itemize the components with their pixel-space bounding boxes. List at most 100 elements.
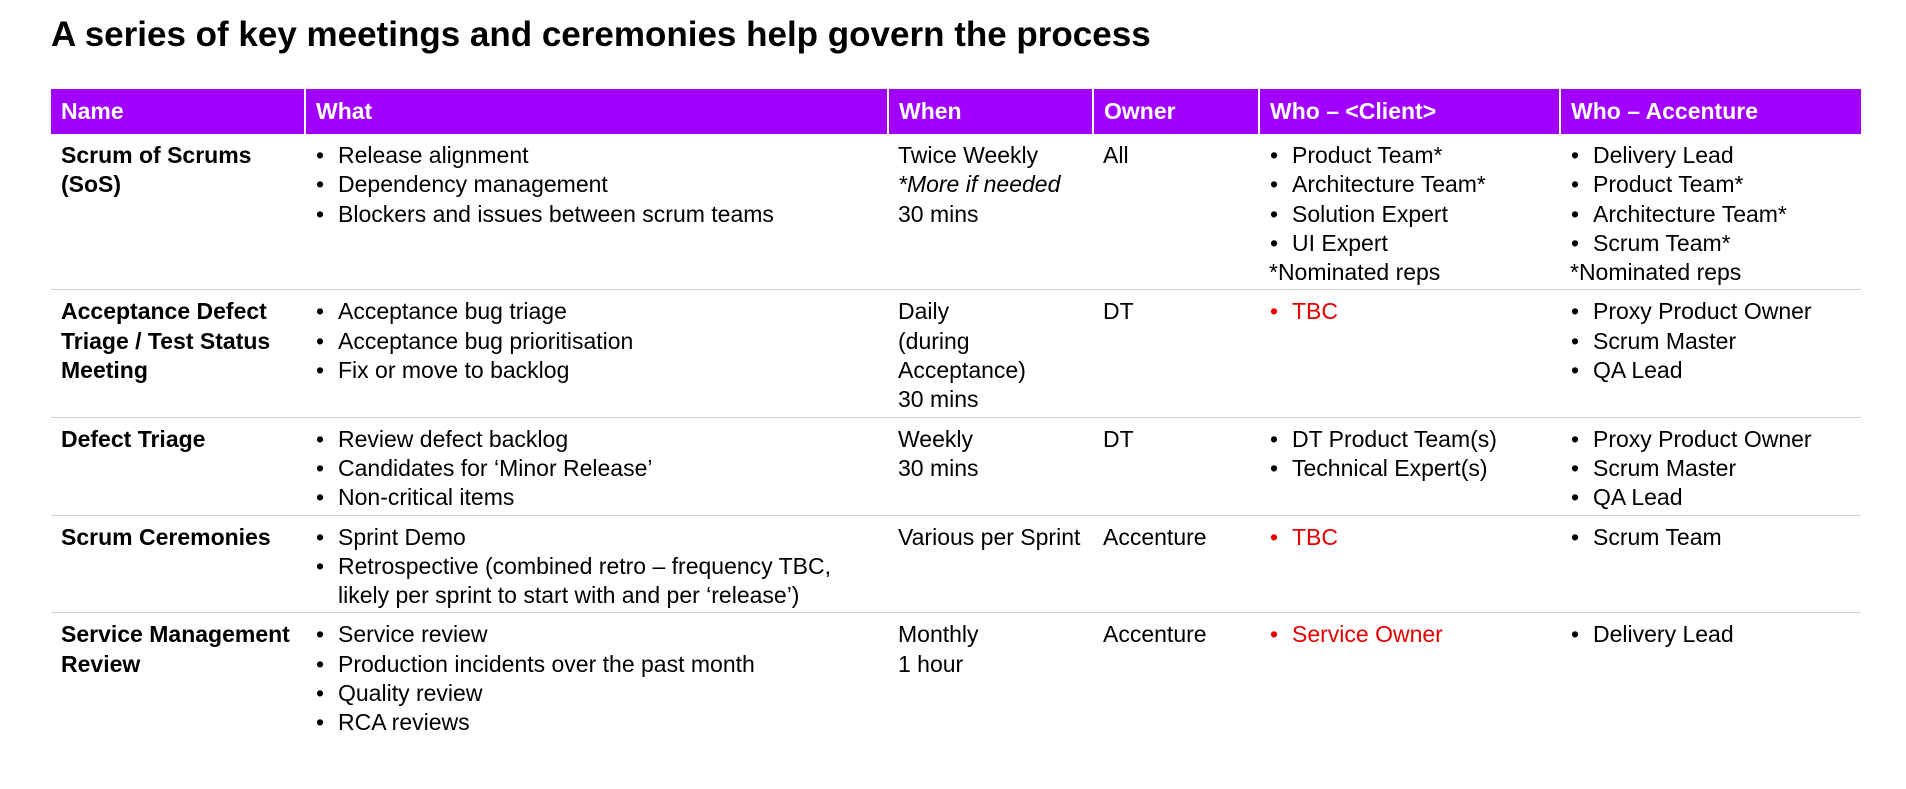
meetings-table: Name What When Owner Who – <Client> Who … — [51, 89, 1861, 740]
owner-cell: All — [1093, 134, 1259, 290]
list-item: Release alignment — [315, 141, 878, 170]
who-accenture-cell: Proxy Product Owner Scrum Master QA Lead — [1560, 290, 1861, 417]
list-item: UI Expert — [1269, 229, 1550, 258]
when-cell: Daily (during Acceptance) 30 mins — [888, 290, 1093, 417]
owner-cell: Accenture — [1093, 515, 1259, 613]
header-when: When — [888, 89, 1093, 134]
who-client-cell: TBC — [1259, 290, 1560, 417]
who-accenture-list: Delivery Lead — [1570, 620, 1851, 649]
list-item: Quality review — [315, 679, 878, 708]
slide-title: A series of key meetings and ceremonies … — [51, 10, 1151, 60]
what-list: Sprint Demo Retrospective (combined retr… — [315, 523, 878, 611]
list-item: Scrum Team — [1570, 523, 1851, 552]
who-client-cell: Service Owner — [1259, 613, 1560, 740]
what-cell: Sprint Demo Retrospective (combined retr… — [305, 515, 888, 613]
list-item: Service review — [315, 620, 878, 649]
owner-cell: DT — [1093, 290, 1259, 417]
who-client-list: Product Team* Architecture Team* Solutio… — [1269, 141, 1550, 258]
what-cell: Service review Production incidents over… — [305, 613, 888, 740]
table-row: Service Management Review Service review… — [51, 613, 1861, 740]
when-line: Twice Weekly — [898, 141, 1083, 170]
list-item: Architecture Team* — [1570, 200, 1851, 229]
what-cell: Release alignment Dependency management … — [305, 134, 888, 290]
list-item: Scrum Master — [1570, 454, 1851, 483]
list-item: Technical Expert(s) — [1269, 454, 1550, 483]
meeting-name: Defect Triage — [51, 417, 305, 515]
list-item: Acceptance bug triage — [315, 297, 878, 326]
what-cell: Acceptance bug triage Acceptance bug pri… — [305, 290, 888, 417]
list-item: Retrospective (combined retro – frequenc… — [315, 552, 878, 611]
header-owner: Owner — [1093, 89, 1259, 134]
when-line: (during Acceptance) — [898, 327, 1083, 386]
header-row: Name What When Owner Who – <Client> Who … — [51, 89, 1861, 134]
when-duration: 30 mins — [898, 200, 1083, 229]
nominated-note: *Nominated reps — [1570, 258, 1851, 287]
table-row: Acceptance Defect Triage / Test Status M… — [51, 290, 1861, 417]
table-row: Defect Triage Review defect backlog Cand… — [51, 417, 1861, 515]
list-item: Delivery Lead — [1570, 620, 1851, 649]
list-item: Review defect backlog — [315, 425, 878, 454]
list-item: Proxy Product Owner — [1570, 425, 1851, 454]
who-client-cell: DT Product Team(s) Technical Expert(s) — [1259, 417, 1560, 515]
list-item: Delivery Lead — [1570, 141, 1851, 170]
who-accenture-cell: Proxy Product Owner Scrum Master QA Lead — [1560, 417, 1861, 515]
list-item: DT Product Team(s) — [1269, 425, 1550, 454]
meeting-name: Scrum Ceremonies — [51, 515, 305, 613]
list-item: Non-critical items — [315, 483, 878, 512]
list-item: RCA reviews — [315, 708, 878, 737]
what-cell: Review defect backlog Candidates for ‘Mi… — [305, 417, 888, 515]
list-item: Candidates for ‘Minor Release’ — [315, 454, 878, 483]
meeting-name: Service Management Review — [51, 613, 305, 740]
when-duration: 30 mins — [898, 385, 1083, 414]
when-cell: Various per Sprint — [888, 515, 1093, 613]
who-client-list: Service Owner — [1269, 620, 1550, 649]
who-client-cell: Product Team* Architecture Team* Solutio… — [1259, 134, 1560, 290]
list-item: Fix or move to backlog — [315, 356, 878, 385]
list-item: Solution Expert — [1269, 200, 1550, 229]
table-row: Scrum Ceremonies Sprint Demo Retrospecti… — [51, 515, 1861, 613]
when-cell: Twice Weekly *More if needed 30 mins — [888, 134, 1093, 290]
list-item: QA Lead — [1570, 483, 1851, 512]
list-item: Proxy Product Owner — [1570, 297, 1851, 326]
when-duration: 30 mins — [898, 454, 1083, 483]
what-list: Acceptance bug triage Acceptance bug pri… — [315, 297, 878, 385]
list-item: TBC — [1269, 297, 1550, 326]
who-client-cell: TBC — [1259, 515, 1560, 613]
when-cell: Monthly 1 hour — [888, 613, 1093, 740]
when-line: Daily — [898, 297, 1083, 326]
list-item: Acceptance bug prioritisation — [315, 327, 878, 356]
when-line: Various per Sprint — [898, 523, 1083, 552]
list-item: Production incidents over the past month — [315, 650, 878, 679]
who-client-list: TBC — [1269, 523, 1550, 552]
list-item: TBC — [1269, 523, 1550, 552]
when-note: *More if needed — [898, 170, 1083, 199]
list-item: Architecture Team* — [1269, 170, 1550, 199]
who-client-list: TBC — [1269, 297, 1550, 326]
list-item: Blockers and issues between scrum teams — [315, 200, 878, 229]
who-accenture-list: Proxy Product Owner Scrum Master QA Lead — [1570, 425, 1851, 513]
list-item: Sprint Demo — [315, 523, 878, 552]
list-item: Dependency management — [315, 170, 878, 199]
header-who-accenture: Who – Accenture — [1560, 89, 1861, 134]
what-list: Service review Production incidents over… — [315, 620, 878, 737]
who-accenture-list: Proxy Product Owner Scrum Master QA Lead — [1570, 297, 1851, 385]
owner-cell: Accenture — [1093, 613, 1259, 740]
when-cell: Weekly 30 mins — [888, 417, 1093, 515]
what-list: Release alignment Dependency management … — [315, 141, 878, 229]
who-accenture-cell: Scrum Team — [1560, 515, 1861, 613]
what-list: Review defect backlog Candidates for ‘Mi… — [315, 425, 878, 513]
who-accenture-cell: Delivery Lead — [1560, 613, 1861, 740]
list-item: Scrum Team* — [1570, 229, 1851, 258]
when-line: Weekly — [898, 425, 1083, 454]
who-client-list: DT Product Team(s) Technical Expert(s) — [1269, 425, 1550, 484]
who-accenture-cell: Delivery Lead Product Team* Architecture… — [1560, 134, 1861, 290]
header-what: What — [305, 89, 888, 134]
meeting-name: Acceptance Defect Triage / Test Status M… — [51, 290, 305, 417]
who-accenture-list: Scrum Team — [1570, 523, 1851, 552]
when-duration: 1 hour — [898, 650, 1083, 679]
list-item: QA Lead — [1570, 356, 1851, 385]
list-item: Scrum Master — [1570, 327, 1851, 356]
list-item: Product Team* — [1570, 170, 1851, 199]
when-line: Monthly — [898, 620, 1083, 649]
table-row: Scrum of Scrums (SoS) Release alignment … — [51, 134, 1861, 290]
